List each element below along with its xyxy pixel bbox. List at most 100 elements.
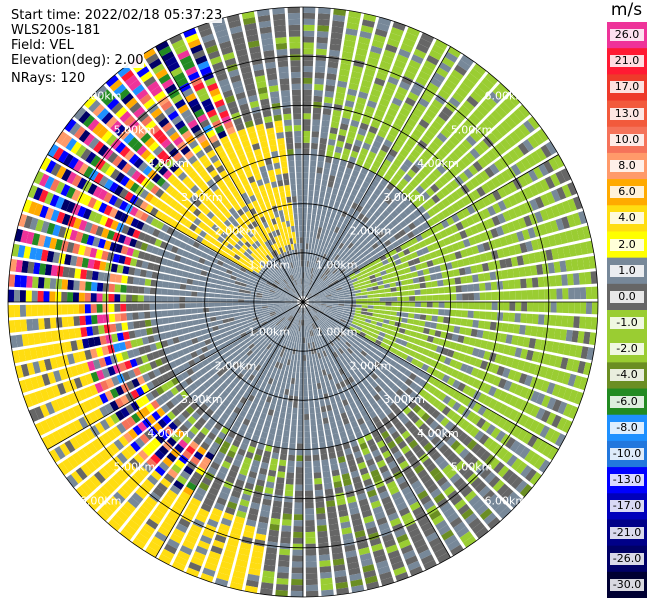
velocity-bin bbox=[363, 372, 371, 380]
velocity-bin bbox=[67, 393, 77, 406]
velocity-bin bbox=[232, 377, 240, 385]
velocity-bin bbox=[220, 486, 232, 495]
velocity-bin bbox=[406, 26, 421, 37]
velocity-bin bbox=[298, 414, 303, 420]
velocity-bin bbox=[140, 384, 150, 394]
velocity-bin bbox=[295, 312, 299, 319]
velocity-bin bbox=[307, 279, 311, 286]
velocity-bin bbox=[318, 197, 324, 204]
velocity-bin bbox=[473, 254, 482, 264]
velocity-bin bbox=[367, 340, 375, 347]
velocity-bin bbox=[381, 226, 390, 235]
velocity-bin bbox=[338, 266, 344, 272]
velocity-bin bbox=[291, 299, 298, 301]
velocity-bin bbox=[82, 194, 92, 207]
velocity-bin bbox=[103, 272, 111, 282]
velocity-bin bbox=[365, 283, 373, 288]
velocity-bin bbox=[280, 447, 288, 455]
velocity-bin bbox=[149, 343, 158, 352]
velocity-bin bbox=[400, 445, 411, 455]
velocity-bin bbox=[331, 163, 339, 171]
velocity-bin bbox=[274, 291, 281, 295]
velocity-bin bbox=[281, 363, 287, 371]
velocity-bin bbox=[396, 306, 404, 312]
velocity-bin bbox=[565, 259, 573, 272]
velocity-bin bbox=[370, 145, 380, 155]
velocity-bin bbox=[220, 306, 227, 311]
velocity-bin bbox=[337, 455, 346, 464]
velocity-bin bbox=[11, 243, 20, 257]
velocity-bin bbox=[317, 352, 322, 359]
velocity-bin bbox=[309, 360, 314, 367]
velocity-bin bbox=[196, 362, 205, 370]
velocity-bin bbox=[364, 136, 374, 145]
velocity-bin bbox=[303, 125, 311, 132]
velocity-bin bbox=[199, 403, 209, 412]
velocity-bin bbox=[463, 336, 471, 345]
velocity-bin bbox=[415, 43, 429, 54]
velocity-bin bbox=[289, 365, 293, 372]
velocity-bin bbox=[257, 287, 264, 292]
velocity-bin bbox=[336, 264, 343, 271]
velocity-bin bbox=[444, 155, 456, 167]
velocity-bin bbox=[131, 294, 138, 302]
velocity-bin bbox=[359, 199, 367, 208]
velocity-bin bbox=[418, 398, 427, 408]
velocity-bin bbox=[341, 197, 348, 205]
velocity-bin bbox=[280, 317, 286, 322]
velocity-bin bbox=[246, 281, 254, 286]
velocity-bin bbox=[99, 405, 109, 418]
velocity-bin bbox=[432, 514, 445, 526]
velocity-bin bbox=[485, 302, 492, 310]
velocity-bin bbox=[326, 300, 333, 302]
velocity-bin bbox=[418, 37, 432, 49]
velocity-bin bbox=[394, 224, 403, 232]
velocity-bin bbox=[325, 349, 330, 356]
velocity-bin bbox=[381, 470, 392, 480]
velocity-bin bbox=[224, 273, 232, 279]
velocity-bin bbox=[343, 306, 350, 309]
velocity-bin bbox=[420, 494, 432, 506]
velocity-bin bbox=[426, 295, 433, 301]
velocity-bin bbox=[474, 173, 485, 185]
velocity-bin bbox=[546, 397, 557, 410]
velocity-bin bbox=[289, 347, 294, 354]
velocity-bin bbox=[449, 135, 460, 147]
velocity-bin bbox=[282, 400, 288, 407]
velocity-bin bbox=[366, 526, 378, 535]
velocity-bin bbox=[232, 521, 244, 530]
velocity-bin bbox=[309, 178, 315, 185]
velocity-bin bbox=[143, 303, 150, 311]
velocity-bin bbox=[443, 507, 456, 519]
velocity-bin bbox=[189, 373, 198, 382]
velocity-bin bbox=[135, 259, 143, 268]
velocity-bin bbox=[436, 371, 445, 381]
velocity-bin bbox=[329, 332, 335, 339]
velocity-bin bbox=[479, 170, 490, 182]
velocity-bin bbox=[443, 309, 451, 316]
velocity-bin bbox=[374, 511, 386, 521]
velocity-bin bbox=[198, 384, 207, 393]
velocity-bin bbox=[337, 322, 344, 328]
velocity-bin bbox=[179, 424, 189, 434]
velocity-bin bbox=[386, 214, 395, 223]
velocity-bin bbox=[244, 337, 251, 344]
velocity-bin bbox=[206, 556, 220, 566]
velocity-bin bbox=[318, 326, 323, 333]
velocity-bin bbox=[78, 219, 88, 231]
velocity-bin bbox=[308, 279, 312, 286]
velocity-bin bbox=[296, 337, 300, 344]
velocity-bin bbox=[142, 462, 153, 473]
velocity-bin bbox=[388, 320, 396, 326]
velocity-bin bbox=[181, 271, 189, 278]
velocity-bin bbox=[313, 101, 322, 109]
velocity-bin bbox=[281, 442, 289, 449]
velocity-bin bbox=[344, 544, 356, 553]
velocity-bin bbox=[306, 360, 310, 367]
velocity-bin bbox=[321, 227, 326, 235]
velocity-bin bbox=[427, 350, 436, 359]
velocity-bin bbox=[55, 131, 68, 145]
velocity-bin bbox=[317, 226, 323, 234]
velocity-bin bbox=[297, 307, 301, 313]
velocity-bin bbox=[384, 288, 391, 293]
